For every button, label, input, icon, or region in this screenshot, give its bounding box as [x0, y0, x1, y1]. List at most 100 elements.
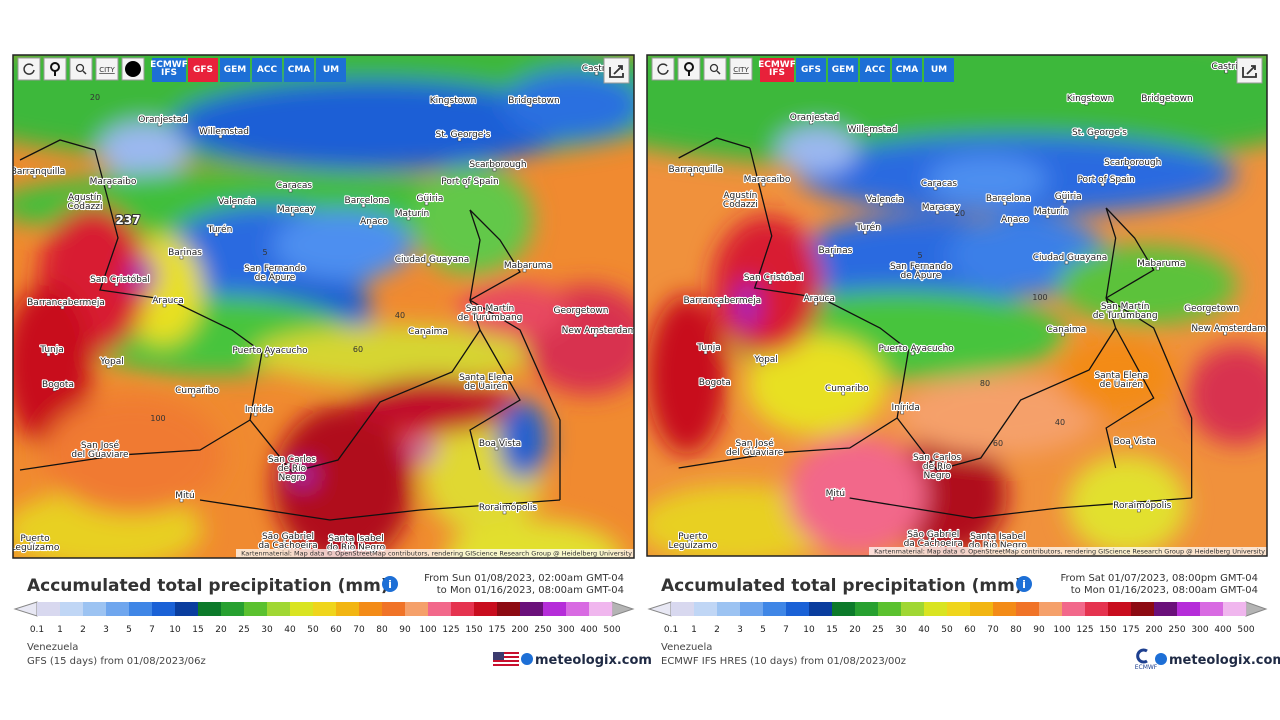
city-label: San Fernando — [890, 262, 952, 272]
legend-label: 250 — [1168, 625, 1185, 635]
city-button[interactable]: CITY — [95, 57, 119, 81]
city-label: Puerto — [678, 532, 708, 542]
button-bg — [316, 58, 346, 82]
city-label: St. George's — [1072, 128, 1127, 138]
info-icon[interactable] — [382, 576, 398, 592]
city-label: São Gabriel — [262, 532, 314, 542]
legend-label: 25 — [872, 625, 883, 635]
city-label: Barcelona — [986, 194, 1031, 204]
city-dot — [935, 210, 940, 215]
flag — [493, 652, 519, 666]
legend-swatch — [428, 602, 452, 616]
legend-label: 15 — [826, 625, 837, 635]
model-button[interactable]: UM — [924, 58, 954, 82]
city-label: Yopal — [753, 355, 778, 365]
city-button[interactable]: CITY — [729, 57, 753, 81]
model-label: UM — [323, 65, 339, 75]
city-dot — [106, 364, 111, 369]
city-dot — [46, 352, 51, 357]
reload-button[interactable] — [17, 57, 41, 81]
precip-area — [43, 395, 223, 515]
icon — [657, 63, 669, 75]
model-button[interactable]: GFS — [188, 58, 218, 82]
theme-button[interactable] — [121, 57, 145, 81]
legend-swatch — [763, 602, 787, 616]
model-button[interactable]: ACC — [252, 58, 282, 82]
model-button[interactable]: GEM — [220, 58, 250, 82]
map-value: 5 — [262, 248, 267, 257]
city-label: Anaco — [1001, 215, 1029, 225]
city-dot — [447, 103, 452, 108]
flag-stripe — [493, 660, 519, 662]
icon — [609, 65, 624, 78]
precip-area — [1057, 245, 1237, 325]
reload-button[interactable] — [651, 57, 675, 81]
button-bg — [220, 58, 250, 82]
legend-low — [647, 601, 672, 617]
city-label: Anaco — [360, 217, 388, 227]
info-icon[interactable] — [1016, 576, 1032, 592]
model-button[interactable]: GFS — [796, 58, 826, 82]
city-label: Mabaruma — [504, 261, 552, 271]
legend-label: 70 — [987, 625, 999, 635]
city-dot — [1045, 214, 1050, 219]
border — [750, 148, 1154, 470]
city-label: de Apure — [901, 271, 942, 281]
precip-area — [712, 215, 822, 355]
button-bg — [796, 58, 826, 82]
city-label: de Río — [278, 464, 307, 474]
legend-swatch — [497, 602, 521, 616]
city-label: Caracas — [921, 179, 957, 189]
model-label: IFS — [769, 68, 785, 78]
city-label: Valencia — [866, 195, 904, 205]
legend-swatch — [37, 602, 61, 616]
city-label: San Martín — [466, 304, 515, 314]
legend-label: 25 — [238, 625, 249, 635]
precip-area — [1067, 455, 1187, 555]
city-label: Barinas — [818, 246, 852, 256]
zoom-button[interactable] — [69, 57, 93, 81]
locate-button[interactable] — [43, 57, 67, 81]
border — [470, 330, 520, 470]
zoom-button[interactable] — [703, 57, 727, 81]
model-button[interactable]: GEM — [828, 58, 858, 82]
city-dot — [1100, 182, 1105, 187]
legend-swatch — [336, 602, 360, 616]
city-label: Georgetown — [1184, 304, 1239, 314]
city-dot — [841, 391, 846, 396]
share-button[interactable] — [1236, 57, 1263, 84]
city-dot — [809, 120, 813, 125]
legend-swatch — [1085, 602, 1109, 616]
city-label: de Uairén — [464, 381, 507, 392]
city-label: Inírida — [245, 405, 273, 415]
legend-label: 1 — [691, 625, 697, 635]
legend-swatch — [83, 602, 107, 616]
model-button[interactable]: CMA — [284, 58, 314, 82]
city-label: Arauca — [803, 294, 835, 304]
model-label: GEM — [224, 65, 247, 75]
city-label: Puerto Ayacucho — [232, 346, 308, 356]
legend-label: 30 — [895, 625, 907, 635]
legend-label: 300 — [1191, 625, 1208, 635]
locate-button[interactable] — [677, 57, 701, 81]
city-dot — [368, 224, 373, 229]
city-label: Boa Vista — [479, 439, 521, 449]
flag-stripe — [493, 662, 519, 664]
precip-area — [897, 375, 1097, 455]
share-button[interactable] — [603, 57, 630, 84]
legend-label: 60 — [330, 625, 342, 635]
model-button[interactable]: UM — [316, 58, 346, 82]
city-label: Codazzi — [68, 202, 103, 212]
map-value: 100 — [150, 414, 165, 423]
model-button[interactable]: CMA — [892, 58, 922, 82]
legend-swatch — [175, 602, 199, 616]
city-dot — [1156, 266, 1160, 271]
legend-label: 50 — [307, 625, 319, 635]
model-button[interactable]: ACC — [860, 58, 890, 82]
city-label: Leguízamo — [668, 541, 717, 551]
info-i: i — [388, 578, 392, 591]
